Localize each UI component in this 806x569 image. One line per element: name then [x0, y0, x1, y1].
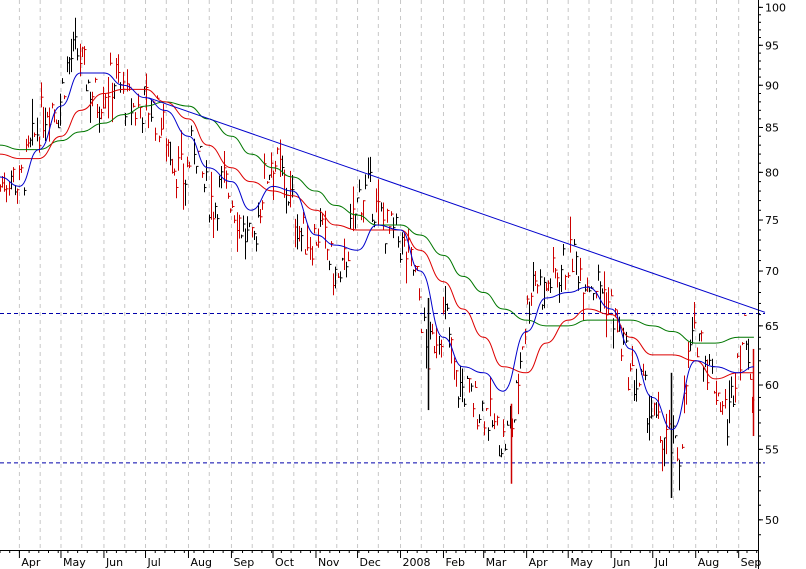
horizontal-reference-lines: [0, 312, 765, 464]
y-tick-label-9: 55: [765, 443, 779, 456]
x-tick-label-13: May: [570, 556, 593, 569]
trendline-layer: [148, 97, 766, 313]
x-tick-label-14: Jun: [612, 556, 630, 569]
x-tick-label-17: Sep: [741, 556, 762, 569]
trendline: [148, 97, 766, 313]
x-tick-label-1: May: [63, 556, 86, 569]
ma-mid-line: [0, 88, 754, 380]
y-tick-label-1: 95: [765, 39, 779, 52]
y-tick-label-6: 70: [765, 265, 779, 278]
x-tick-label-10: Feb: [445, 556, 464, 569]
axes: 100 95 90 85 80 75 70 65 60 55 50 Apr May Jun Jul Aug Se…: [0, 0, 786, 569]
x-tick-label-12: Apr: [529, 556, 549, 569]
y-tick-label-7: 65: [765, 320, 779, 333]
y-tick-label-10: 50: [765, 514, 779, 527]
x-tick-label-4: Aug: [190, 556, 211, 569]
y-tick-label-2: 90: [765, 79, 779, 92]
x-tick-label-6: Oct: [275, 556, 295, 569]
y-tick-label-5: 75: [765, 214, 779, 227]
y-tick-label-4: 80: [765, 166, 779, 179]
x-tick-label-0: Apr: [21, 556, 41, 569]
ma-short-line: [0, 72, 754, 430]
vertical-gridlines: [18, 0, 740, 550]
x-tick-label-15: Jul: [654, 556, 668, 569]
y-tick-label-8: 60: [765, 379, 779, 392]
x-tick-label-7: Nov: [318, 556, 340, 569]
x-tick-label-16: Aug: [698, 556, 719, 569]
y-tick-label-3: 85: [765, 122, 779, 135]
y-tick-label-0: 100: [765, 1, 786, 14]
x-tick-label-9: 2008: [403, 556, 431, 569]
x-tick-label-5: Sep: [233, 556, 254, 569]
price-bars: [0, 17, 755, 498]
moving-averages: [0, 72, 754, 430]
x-tick-label-2: Jun: [105, 556, 123, 569]
x-tick-label-8: Dec: [360, 556, 381, 569]
x-tick-label-11: Mar: [486, 556, 507, 569]
x-tick-label-3: Jul: [147, 556, 161, 569]
